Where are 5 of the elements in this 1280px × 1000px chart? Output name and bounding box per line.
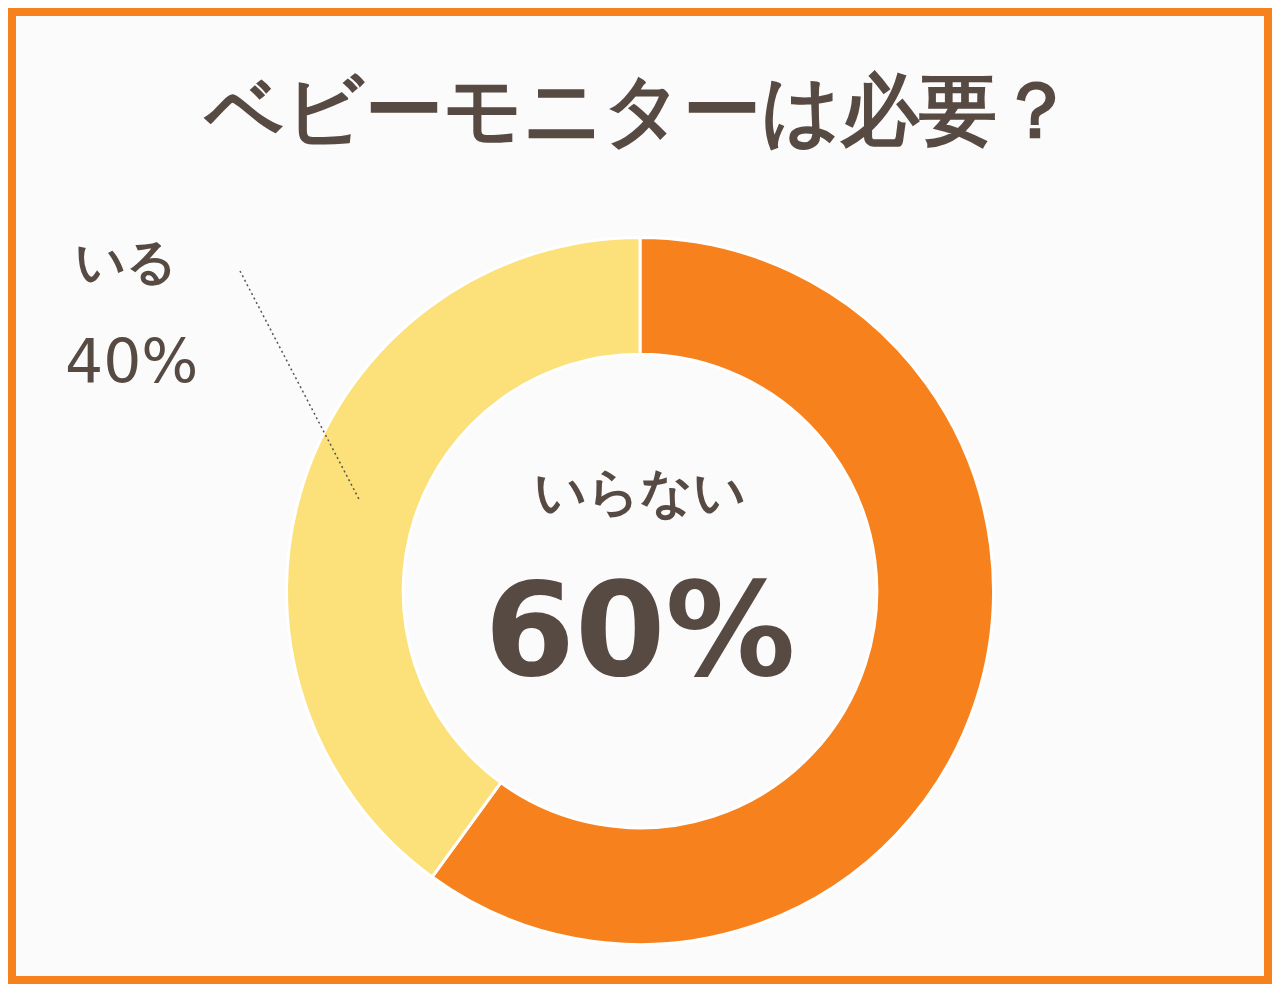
chart-title: ベビーモニターは必要？ <box>203 63 1076 157</box>
data-label: 60% <box>484 553 796 706</box>
slice-label: いる <box>75 232 177 291</box>
slice-label: いらない <box>534 461 746 522</box>
data-label: 40% <box>65 325 199 396</box>
